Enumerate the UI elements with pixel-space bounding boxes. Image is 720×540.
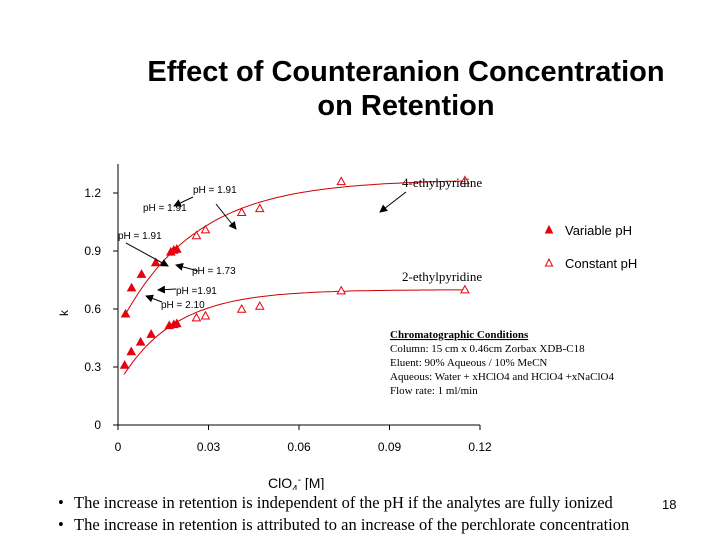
annotation-arrow [215,203,237,230]
bullet-list: • The increase in retention is independen… [58,492,718,536]
x-axis-label: ClO4- [M] [268,475,324,490]
page-title: Effect of Counteranion Concentration on … [0,55,720,123]
variable-ph-point [146,329,157,338]
conditions-heading: Chromatographic Conditions [390,329,529,341]
constant-ph-point [191,230,202,240]
legend-label: Constant pH [565,256,637,271]
constant-ph-point [460,284,470,294]
title-line-1: Effect of Counteranion Concentration [147,56,665,88]
ph-label: pH = 1.91 [118,231,162,242]
annotations: 4-ethylpyridine 2-ethylpyridine pH = 1.91 p… [118,175,482,311]
y-tick-label: 0 [94,418,101,432]
x-tick-label: 0.06 [287,440,311,454]
x-tick-label: 0.12 [468,440,492,454]
variable-ph-point [126,282,137,292]
bullet-symbol: • [58,515,64,534]
variable-ph-point [150,257,161,267]
bullet-symbol: • [58,493,64,512]
variable-ph-point [171,244,182,253]
y-tick-label: 0.6 [84,302,101,316]
annotation-arrow [125,242,169,267]
variable-ph-point [119,360,130,369]
conditions-line: Aqueous: Water + xHClO4 and HClO4 +xNaCl… [390,371,614,383]
conditions-line: Eluent: 90% Aqueous / 10% MeCN [390,357,547,369]
bullet-text: The increase in retention is attributed … [74,515,630,534]
annotation-arrow [379,191,407,213]
title-line-2: on Retention [317,90,495,122]
legend-marker [544,257,554,267]
fit-curve-1 [123,289,465,375]
annotation-arrow [173,196,194,207]
retention-chart: 0 0.3 0.6 0.9 1.2 0 0.03 0.06 0.09 0.12 k ClO4- [M]… [57,164,637,490]
chart-legend: Variable pH Constant pH [544,223,637,271]
fit-curves [123,180,465,375]
chromatographic-conditions: Chromatographic Conditions Column: 15 cm … [390,329,614,397]
variable-ph-point [120,308,131,318]
ph-label: pH = 1.91 [193,185,237,196]
variable-ph-point [136,269,147,278]
y-axis-label: k [57,309,71,316]
bullet-text: The increase in retention is independent… [74,493,613,512]
constant-ph-point [254,203,265,213]
legend-marker [544,224,554,234]
label-4-ethylpyridine: 4-ethylpyridine [402,175,482,190]
constant-ph-point [200,224,211,234]
constant-ph-point [200,310,211,320]
ph-label: pH =1.91 [176,286,217,297]
variable-ph-point [171,318,182,328]
ph-label: pH = 1.91 [143,203,187,214]
bullet-item: • The increase in retention is independen… [58,492,718,514]
annotation-arrow [175,262,199,272]
x-tick-label: 0.03 [197,440,221,454]
annotation-arrow [145,294,163,303]
chart-axes: 0 0.3 0.6 0.9 1.2 0 0.03 0.06 0.09 0.12 k ClO4- [M] [57,164,492,490]
constant-ph-point [236,303,247,313]
conditions-line: Column: 15 cm x 0.46cm Zorbax XDB-C18 [390,343,585,355]
variable-ph-point [126,346,137,356]
constant-ph-point [460,175,470,185]
bullet-item: • The increase in retention is attributed… [58,514,718,536]
constant-ph-point [336,176,347,186]
y-tick-label: 1.2 [84,186,101,200]
fit-curve-2 [123,180,465,318]
constant-ph-point [191,312,202,322]
legend-label: Variable pH [565,223,632,238]
x-tick-label: 0.09 [378,440,402,454]
constant-ph-point [336,285,347,295]
page-number: 18 [662,497,677,512]
label-2-ethylpyridine: 2-ethylpyridine [402,269,482,284]
y-tick-label: 0.3 [84,360,101,374]
conditions-line: Flow rate: 1 ml/min [390,385,478,397]
constant-ph-point [236,207,247,217]
ph-label: pH = 2.10 [161,300,205,311]
annotation-arrow [157,285,177,294]
constant-ph-point [254,301,265,310]
x-tick-label: 0 [115,440,122,454]
y-tick-label: 0.9 [84,244,101,258]
data-points [119,175,470,369]
variable-ph-point [135,336,146,346]
ph-label: pH = 1.73 [192,266,236,277]
